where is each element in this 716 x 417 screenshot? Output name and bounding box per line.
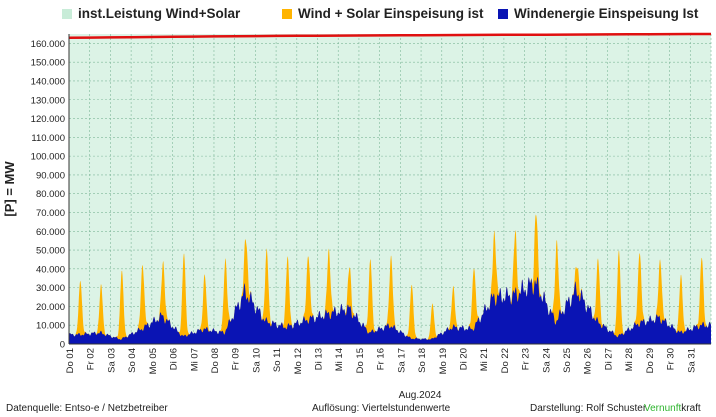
- x-tick-label: Do 15: [355, 348, 366, 373]
- y-tick-label: 140.000: [31, 76, 65, 87]
- chart-legend: inst.Leistung Wind+Solar Wind + Solar Ei…: [0, 0, 716, 30]
- x-tick-label: Do 08: [210, 348, 221, 373]
- legend-label-installed: inst.Leistung Wind+Solar: [78, 6, 241, 21]
- y-tick-label: 80.000: [36, 189, 65, 200]
- legend-label-wind-solar: Wind + Solar Einspeisung ist: [298, 6, 484, 21]
- legend-item-installed: inst.Leistung Wind+Solar: [62, 6, 240, 21]
- x-tick-label: Fr 02: [86, 348, 97, 370]
- y-tick-label: 160.000: [31, 39, 65, 50]
- x-tick-label: Do 01: [65, 348, 76, 373]
- x-tick-label: Sa 24: [541, 348, 552, 373]
- y-tick-label: 40.000: [36, 264, 65, 275]
- series-area-wind: [69, 276, 711, 344]
- y-tick-label: 60.000: [36, 227, 65, 238]
- x-tick-label: Mi 28: [624, 348, 635, 371]
- series-line-installed: [68, 32, 711, 40]
- footer-brand-b: kraft: [681, 403, 701, 414]
- footer-resolution: Auflösung: Viertelstundenwerte: [312, 403, 451, 414]
- y-tick-label: 150.000: [31, 58, 65, 69]
- y-tick-label: 130.000: [31, 95, 65, 106]
- x-tick-label: Di 13: [314, 348, 325, 370]
- y-tick-label: 10.000: [36, 321, 65, 332]
- y-tick-label: 30.000: [36, 283, 65, 294]
- x-tick-label: Fr 30: [666, 348, 677, 370]
- footer: Datenquelle: Entso-e / Netzbetreiber Auf…: [0, 403, 716, 417]
- legend-label-wind: Windenergie Einspeisung Ist: [514, 6, 699, 21]
- legend-item-wind-solar: Wind + Solar Einspeisung ist: [282, 6, 484, 21]
- footer-author: Darstellung: Rolf Schuster: [530, 403, 647, 414]
- x-tick-label: Mo 12: [293, 348, 304, 374]
- legend-swatch-installed: [62, 8, 72, 19]
- x-axis-title: Aug.2024: [399, 390, 442, 401]
- y-tick-label: 20.000: [36, 302, 65, 313]
- y-tick-label: 120.000: [31, 114, 65, 125]
- x-tick-label: So 04: [127, 348, 138, 373]
- x-tick-label: Do 22: [500, 348, 511, 373]
- x-tick-label: Mo 26: [583, 348, 594, 374]
- x-tick-label: Sa 17: [396, 348, 407, 373]
- y-tick-label: 110.000: [31, 133, 65, 144]
- x-tick-label: Sa 03: [106, 348, 117, 373]
- x-tick-label: So 18: [417, 348, 428, 373]
- x-tick-label: Di 27: [603, 348, 614, 370]
- x-tick-label: Sa 10: [251, 348, 262, 373]
- x-tick-label: So 11: [272, 348, 283, 372]
- y-tick-label: 90.000: [36, 170, 65, 181]
- x-tick-label: Do 29: [645, 348, 656, 373]
- x-tick-label: Di 06: [169, 348, 180, 370]
- x-tick-label: Di 20: [458, 348, 469, 370]
- x-tick-label: Mo 19: [438, 348, 449, 374]
- x-tick-label: Mi 07: [189, 348, 200, 371]
- x-tick-label: Mo 05: [148, 348, 159, 374]
- y-axis-title: [P] = MW: [2, 161, 17, 217]
- footer-brand-a: Vernunft: [644, 403, 682, 414]
- y-tick-label: 100.000: [31, 152, 65, 163]
- footer-brand: Vernunftkraft: [644, 403, 701, 414]
- x-tick-label: Fr 09: [231, 348, 242, 370]
- y-tick-label: 50.000: [36, 246, 65, 257]
- legend-swatch-wind-solar: [282, 8, 292, 19]
- x-tick-label: Fr 16: [376, 348, 387, 370]
- legend-item-wind: Windenergie Einspeisung Ist: [498, 6, 698, 21]
- y-tick-label: 70.000: [36, 208, 65, 219]
- x-tick-label: Fr 23: [521, 348, 532, 370]
- x-tick-label: Mi 14: [334, 348, 345, 371]
- x-tick-label: Sa 31: [686, 348, 697, 373]
- x-tick-label: So 25: [562, 348, 573, 373]
- legend-swatch-wind: [498, 8, 508, 19]
- x-tick-label: Mi 21: [479, 348, 490, 371]
- y-tick-label: 0: [60, 340, 65, 351]
- footer-source: Datenquelle: Entso-e / Netzbetreiber: [6, 403, 168, 414]
